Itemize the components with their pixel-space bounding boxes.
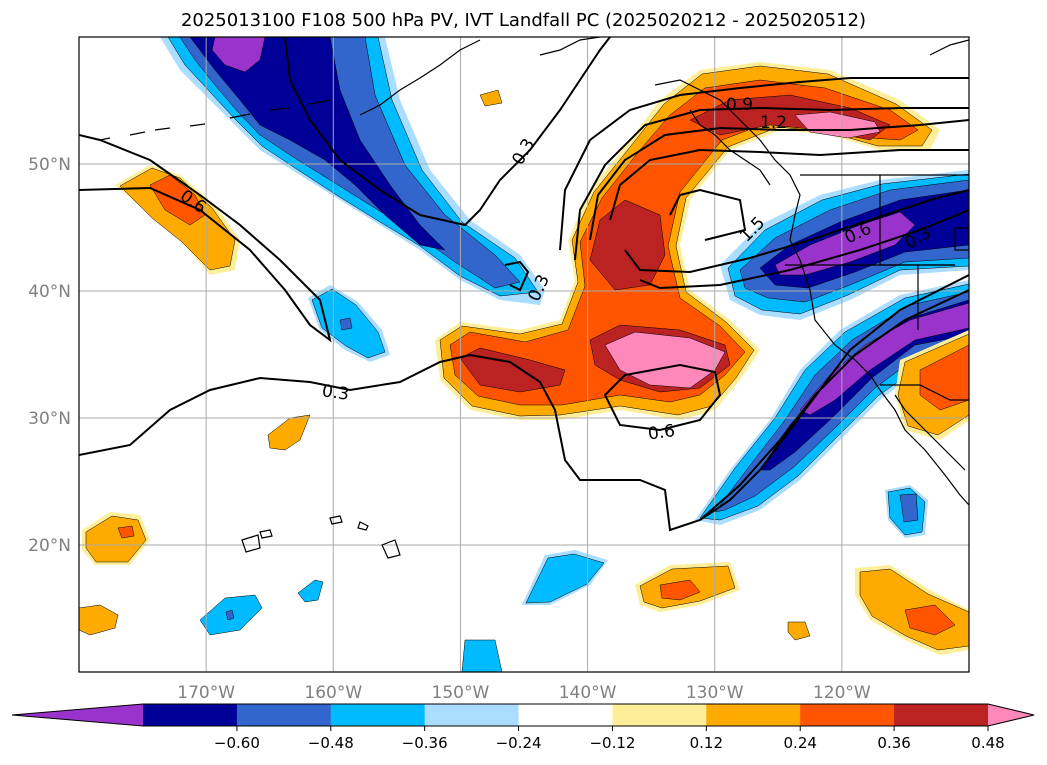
colorbar-tick-label: −0.48 xyxy=(308,734,354,752)
longitude-tick-label: 130°W xyxy=(686,683,744,703)
contour-line xyxy=(79,274,969,532)
longitude-tick-label: 120°W xyxy=(813,683,871,703)
colorbar-tick-label: −0.24 xyxy=(496,734,542,752)
hawaii-island xyxy=(329,515,343,525)
latitude-tick-label: 40°N xyxy=(28,282,71,302)
contour-line xyxy=(559,77,969,251)
contour-label: 0.9 xyxy=(726,95,753,115)
colorbar: −0.60 −0.48 −0.36 −0.24 −0.12 0.12 0.24 0.36 0.4… xyxy=(11,703,1035,752)
negative-anomaly-patch xyxy=(899,493,919,523)
contour-line xyxy=(699,289,969,521)
colorbar-segment xyxy=(424,704,520,726)
negative-anomaly-patch xyxy=(225,609,235,621)
contour-line xyxy=(504,260,530,292)
colorbar-tick-label: −0.12 xyxy=(589,734,635,752)
alaska-coast xyxy=(929,39,969,56)
longitude-tick-label: 170°W xyxy=(177,683,235,703)
positive-anomaly-patch xyxy=(904,604,956,636)
alaska-coast xyxy=(539,37,601,56)
colorbar-tick-label: −0.60 xyxy=(214,734,260,752)
contour-line xyxy=(603,363,722,432)
coastlines xyxy=(99,37,969,559)
negative-anomaly-patch xyxy=(461,639,503,672)
positive-anomaly-patch xyxy=(479,89,503,107)
contour-line xyxy=(669,188,747,241)
colorbar-segment xyxy=(894,704,989,726)
latitude-tick-label: 30°N xyxy=(28,409,71,429)
longitude-labels: 170°W 160°W 150°W 140°W 130°W 120°W xyxy=(177,683,871,703)
colorbar-tick-label: 0.36 xyxy=(877,734,910,752)
colorbar-extend-low xyxy=(12,704,143,726)
colorbar-segment xyxy=(800,704,895,726)
mexico-border xyxy=(880,384,969,401)
map-title: 2025013100 F108 500 hPa PV, IVT Landfall… xyxy=(180,10,867,31)
latitude-tick-label: 20°N xyxy=(28,536,71,556)
colorbar-tick-label: 0.48 xyxy=(971,734,1004,752)
colorbar-tick-label: 0.12 xyxy=(690,734,723,752)
positive-anomaly-patch xyxy=(117,525,135,539)
colorbar-tick-label: −0.36 xyxy=(402,734,448,752)
contour-label: 0.3 xyxy=(321,381,351,405)
hawaii-island xyxy=(241,534,261,553)
latitude-tick-label: 50°N xyxy=(28,155,71,175)
contour-line xyxy=(639,209,969,290)
contour-label: 1.2 xyxy=(760,113,787,133)
alaska-coast xyxy=(359,39,481,116)
hawaii-island xyxy=(357,521,369,531)
positive-anomaly-patch xyxy=(787,621,811,641)
longitude-tick-label: 160°W xyxy=(304,683,362,703)
positive-anomaly-central-arc xyxy=(794,111,881,139)
pv-shading xyxy=(79,37,969,672)
negative-anomaly-patch xyxy=(297,579,324,603)
colorbar-outline xyxy=(11,703,1035,727)
gulf-of-california-coast xyxy=(894,394,966,471)
positive-anomaly-central-arc xyxy=(589,199,666,291)
negative-anomaly-patch xyxy=(525,553,605,604)
contour-line xyxy=(574,106,969,261)
colorbar-segment xyxy=(143,704,238,726)
contour-line xyxy=(624,189,969,274)
contour-line xyxy=(79,134,332,343)
colorbar-extend-high xyxy=(988,704,1034,726)
colorbar-segment xyxy=(612,704,707,726)
longitude-tick-label: 140°W xyxy=(559,683,617,703)
latitude-labels: 50°N 40°N 30°N 20°N xyxy=(28,155,71,556)
north-america-coastline xyxy=(654,79,969,506)
positive-anomaly-patch xyxy=(79,604,119,636)
map-frame xyxy=(78,36,970,673)
negative-anomaly-nw-band xyxy=(189,37,446,251)
colorbar-tick-label: 0.24 xyxy=(784,734,817,752)
contour-line xyxy=(589,119,969,241)
state-border xyxy=(954,227,969,251)
positive-anomaly-patch xyxy=(659,579,701,601)
hawaii-island xyxy=(259,529,273,539)
longitude-tick-label: 150°W xyxy=(432,683,490,703)
hawaii-island xyxy=(381,539,401,559)
colorbar-segment xyxy=(236,704,332,726)
colorbar-segment xyxy=(518,704,613,726)
negative-anomaly-nw-band xyxy=(211,37,266,73)
contour-line xyxy=(284,37,611,227)
positive-anomaly-patch xyxy=(919,344,969,411)
contour-line xyxy=(609,148,969,221)
contour-label: 0.6 xyxy=(647,421,677,445)
negative-anomaly-patch xyxy=(339,317,353,331)
pc-contours xyxy=(79,37,969,532)
positive-anomaly-patch xyxy=(267,414,311,451)
aleutian-islands xyxy=(99,99,331,141)
colorbar-segment xyxy=(330,704,426,726)
colorbar-segment xyxy=(706,704,801,726)
